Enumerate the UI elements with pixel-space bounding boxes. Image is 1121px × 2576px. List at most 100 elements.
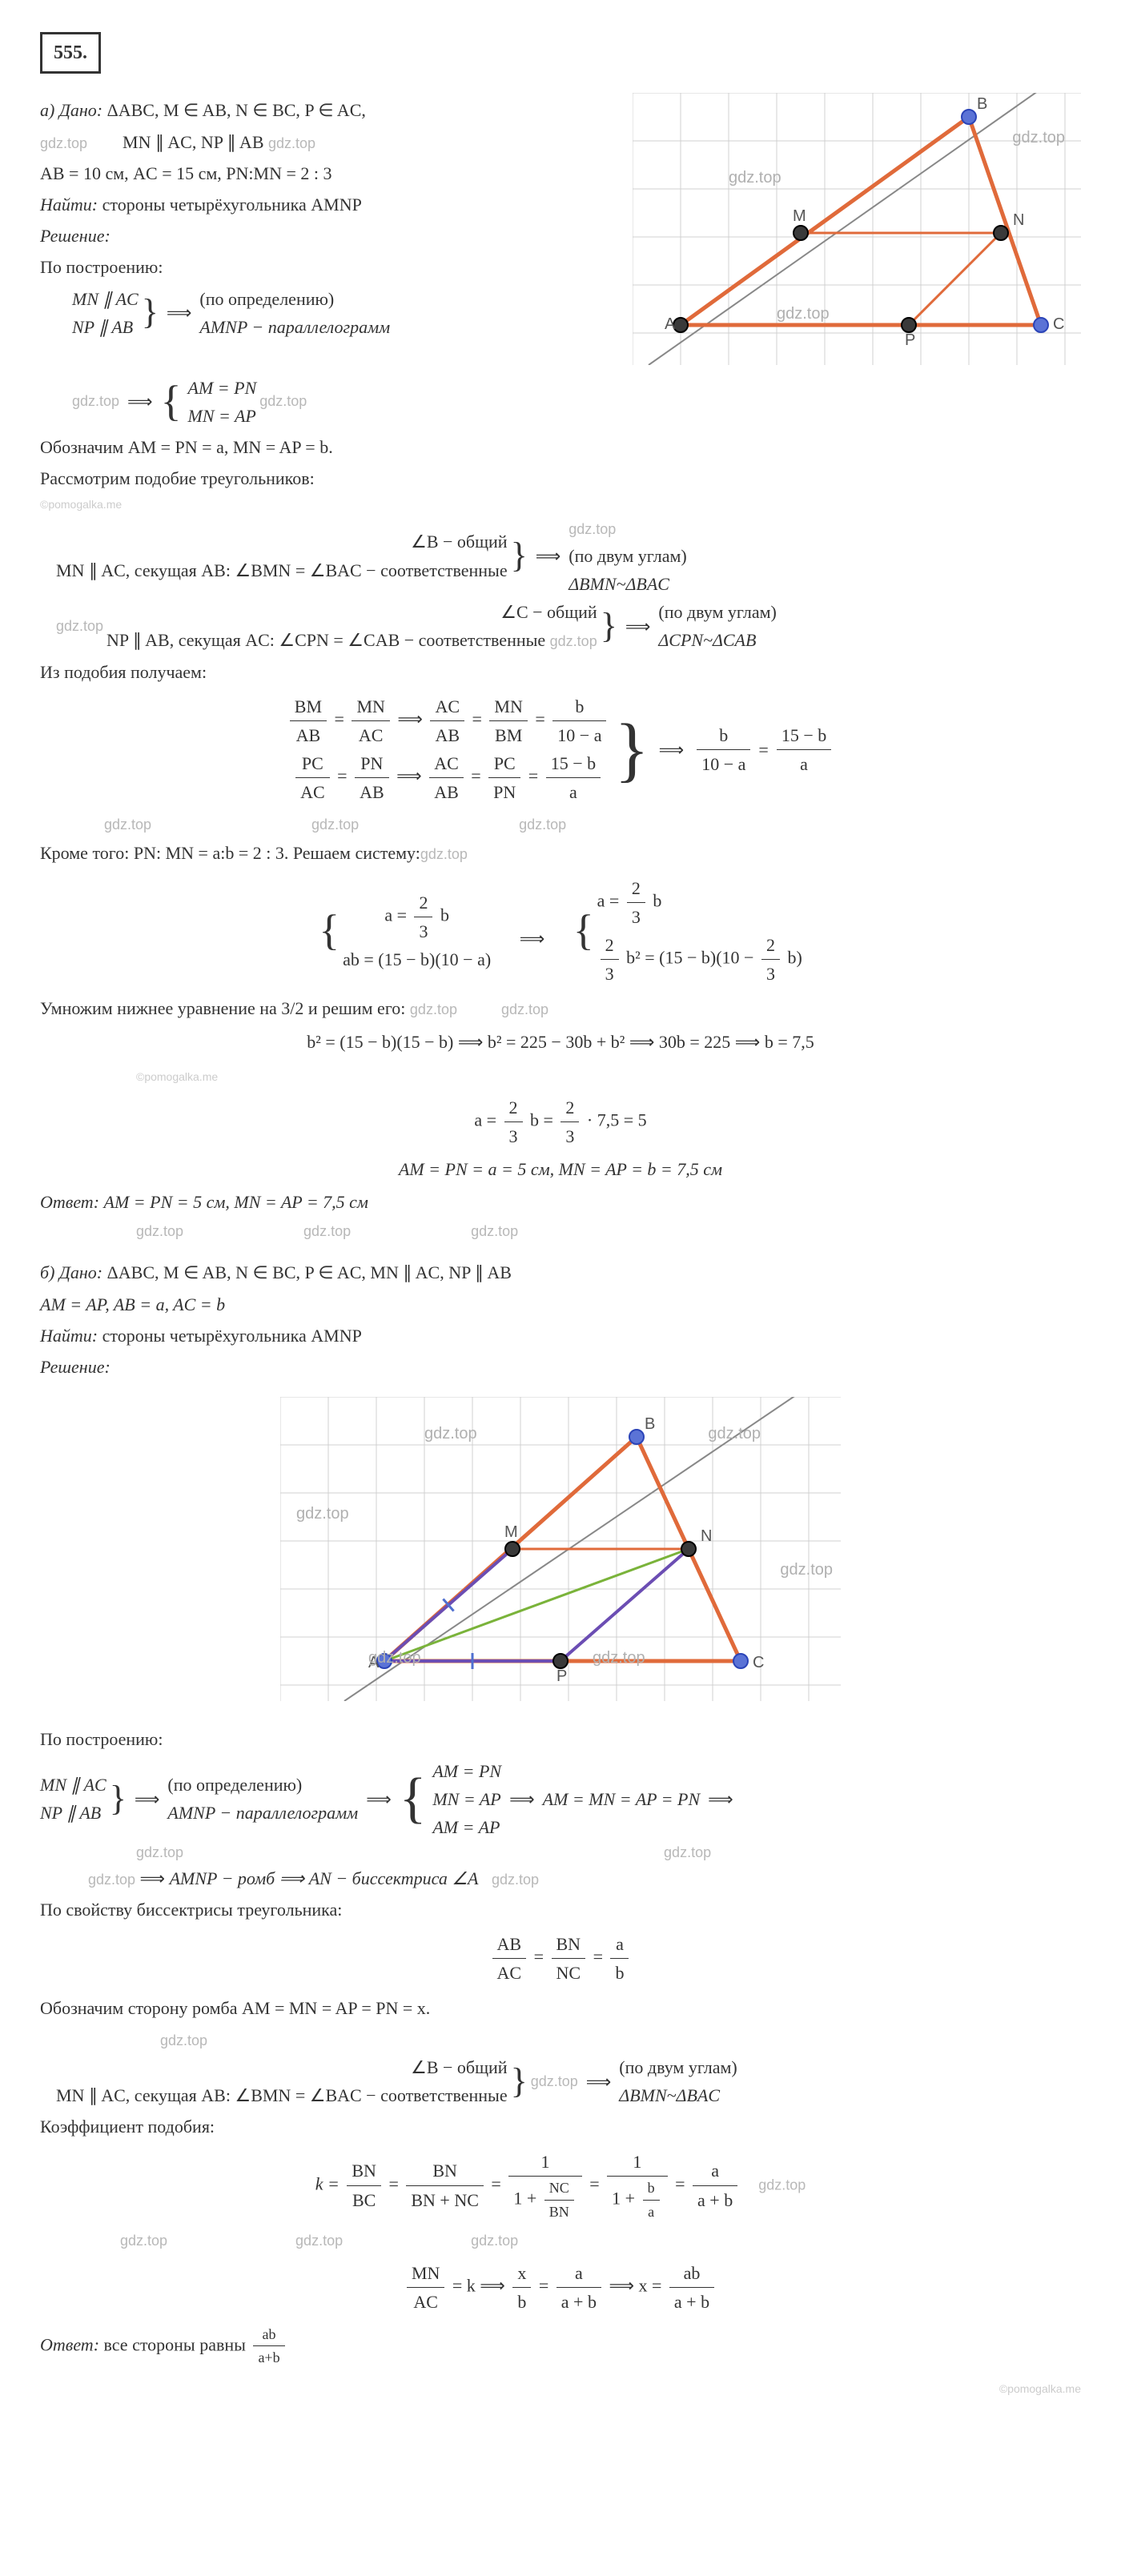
dano-b-label: б) Дано: (40, 1262, 102, 1282)
dano-b-2: AM = AP, AB = a, AC = b (40, 1290, 1081, 1318)
reshenie-a-label: Решение: (40, 222, 617, 250)
wm: gdz.top (664, 1841, 711, 1864)
wm: gdz.top (72, 390, 119, 413)
naiti-a-text: стороны четырёхугольника AMNP (102, 195, 362, 215)
wm: gdz.top (40, 135, 87, 151)
s2r1: (по двум углам) (658, 602, 776, 622)
otvet-a-label: Ответ: (40, 1192, 99, 1212)
s2l2: NP ∥ AB, секущая AC: ∠CPN = ∠CAB − соотв… (106, 630, 545, 650)
part-a-top: а) Дано: ΔABC, M ∈ AB, N ∈ BC, P ∈ AC, g… (40, 93, 1081, 373)
wm: gdz.top (410, 1001, 457, 1017)
sbl2: MN ∥ AC, секущая AB: ∠BMN = ∠BAC − соотв… (56, 2085, 508, 2105)
br1r1: (по определению) (199, 289, 334, 309)
final-eq: MNAC = k ⟹ xb = aa + b ⟹ x = aba + b (40, 2259, 1081, 2316)
rassm-a: Рассмотрим подобие треугольников: (40, 464, 1081, 492)
sim-b-block: ∠B − общий MN ∥ AC, секущая AB: ∠BMN = ∠… (56, 2053, 1081, 2109)
sbr1: (по двум углам) (619, 2057, 737, 2077)
brace-block-1: MN ∥ AC NP ∥ AB } ⟹ (по определению) AMN… (72, 285, 617, 341)
bb1l2: NP ∥ AB (40, 1803, 101, 1823)
obozn-a: Обозначим AM = PN = a, MN = AP = b. (40, 433, 1081, 461)
svg-text:P: P (905, 331, 915, 349)
wm: gdz.top (471, 2229, 518, 2253)
wm: gdz.top (593, 1645, 645, 1671)
wm: ©pomogalka.me (136, 1070, 218, 1083)
po-postr-b: По построению: (40, 1725, 1081, 1753)
wm: gdz.top (471, 1220, 518, 1243)
br1r2: AMNP − параллелограмм (199, 317, 390, 337)
sbl1: ∠B − общий (411, 2057, 507, 2077)
wm: gdz.top (296, 1501, 349, 1527)
wm: gdz.top (136, 1220, 183, 1243)
wm: gdz.top (780, 1557, 833, 1583)
wm: gdz.top (56, 615, 103, 638)
i2l2: MN = AP (188, 406, 256, 426)
brace-b-1: MN ∥ AC NP ∥ AB } ⟹ (по определению) AMN… (40, 1757, 1081, 1842)
sim-block-1: ∠B − общий MN ∥ AC, секущая AB: ∠BMN = ∠… (56, 514, 1081, 599)
svg-text:P: P (556, 1667, 567, 1685)
wm: gdz.top (259, 390, 307, 413)
otvet-a-text: AM = PN = 5 см, MN = AP = 7,5 см (104, 1192, 368, 1212)
wm: gdz.top (531, 2070, 578, 2093)
svg-text:A: A (665, 315, 676, 333)
wm: gdz.top (569, 521, 616, 537)
koef-eq: k = BNBC = BNBN + NC = 1 1 + NCBN = 1 1 … (40, 2148, 1081, 2224)
wm: gdz.top (120, 2229, 167, 2253)
br1l2: NP ∥ AB (72, 317, 133, 337)
s2l1: ∠C − общий (500, 602, 597, 622)
wm: gdz.top (303, 1220, 351, 1243)
wm: gdz.top (160, 2032, 207, 2048)
wm: gdz.top (295, 2229, 343, 2253)
po-postr-a: По построению: (40, 253, 617, 281)
svg-text:B: B (977, 95, 987, 113)
solve2: a = 23 b = 23 · 7,5 = 5 (40, 1093, 1081, 1150)
wm: gdz.top (104, 813, 151, 837)
wm: gdz.top (268, 135, 315, 151)
wm: gdz.top (519, 813, 566, 837)
bb2l2: MN = AP (432, 1789, 500, 1809)
svg-text:C: C (753, 1654, 764, 1671)
sim-block-2: gdz.top ∠C − общий NP ∥ AB, секущая AC: … (56, 598, 1081, 654)
wm: gdz.top (136, 1841, 183, 1864)
figure-2: ABCMNP gdz.top gdz.top gdz.top gdz.top g… (280, 1397, 841, 1709)
wm: gdz.top (420, 846, 468, 862)
bb1l1: MN ∥ AC (40, 1775, 106, 1795)
wm: gdz.top (758, 2177, 806, 2193)
iz-podob: Из подобия получаем: (40, 658, 1081, 686)
svg-text:B: B (645, 1415, 655, 1433)
wm: gdz.top (311, 813, 359, 837)
i2l1: AM = PN (188, 378, 257, 398)
wm: gdz.top (368, 1645, 421, 1671)
system-block: { a = 23 b ab = (15 − b)(10 − a) ⟹ { a =… (40, 874, 1081, 989)
wm: ©pomogalka.me (40, 496, 122, 513)
svg-text:N: N (1013, 211, 1024, 229)
dano-b-1: ΔABC, M ∈ AB, N ∈ BC, P ∈ AC, MN ∥ AC, N… (107, 1262, 512, 1282)
reshenie-b-label: Решение: (40, 1353, 1081, 1381)
sbr2: ΔBMN~ΔBAC (619, 2085, 720, 2105)
problem-number: 555. (40, 32, 101, 74)
s1l1: ∠B − общий (411, 532, 507, 552)
wm: gdz.top (729, 165, 781, 191)
s1r2: ΔBMN~ΔBAC (569, 574, 669, 594)
svg-text:N: N (701, 1527, 712, 1545)
dano-a-label: а) Дано: (40, 100, 102, 120)
brace-block-2: gdz.top ⟹ { AM = PN MN = AP gdz.top (72, 374, 1081, 430)
naiti-a-label: Найти: (40, 195, 98, 215)
umnozh: Умножим нижнее уравнение на 3/2 и решим … (40, 998, 405, 1018)
koef-label: Коэффициент подобия: (40, 2113, 1081, 2141)
naiti-b-text: стороны четырёхугольника AMNP (102, 1326, 362, 1346)
krome: Кроме того: PN: MN = a:b = 2 : 3. Решаем… (40, 843, 420, 863)
impl-romb-row: gdz.top ⟹ AMNP − ромб ⟹ AN − биссектриса… (88, 1864, 1081, 1892)
solve1: b² = (15 − b)(15 − b) ⟹ b² = 225 − 30b +… (40, 1028, 1081, 1056)
naiti-b-label: Найти: (40, 1326, 98, 1346)
bb1r2: AMNP − параллелограмм (167, 1803, 358, 1823)
obozn-b: Обозначим сторону ромба AM = MN = AP = P… (40, 1994, 1081, 2022)
prop-block: BMAB = MNAC ⟹ ACAB = MNBM = b10 − a PCAC… (40, 692, 1081, 807)
bb2l1: AM = PN (432, 1761, 501, 1781)
svg-text:M: M (793, 207, 806, 225)
dano-a-2: MN ∥ AC, NP ∥ AB (123, 132, 263, 152)
s1r1: (по двум углам) (569, 546, 686, 566)
otvet-b-row: Ответ: все стороны равны aba+b (40, 2323, 1081, 2370)
wm: gdz.top (708, 1421, 761, 1446)
wm: gdz.top (550, 633, 597, 649)
svg-text:M: M (504, 1523, 518, 1541)
